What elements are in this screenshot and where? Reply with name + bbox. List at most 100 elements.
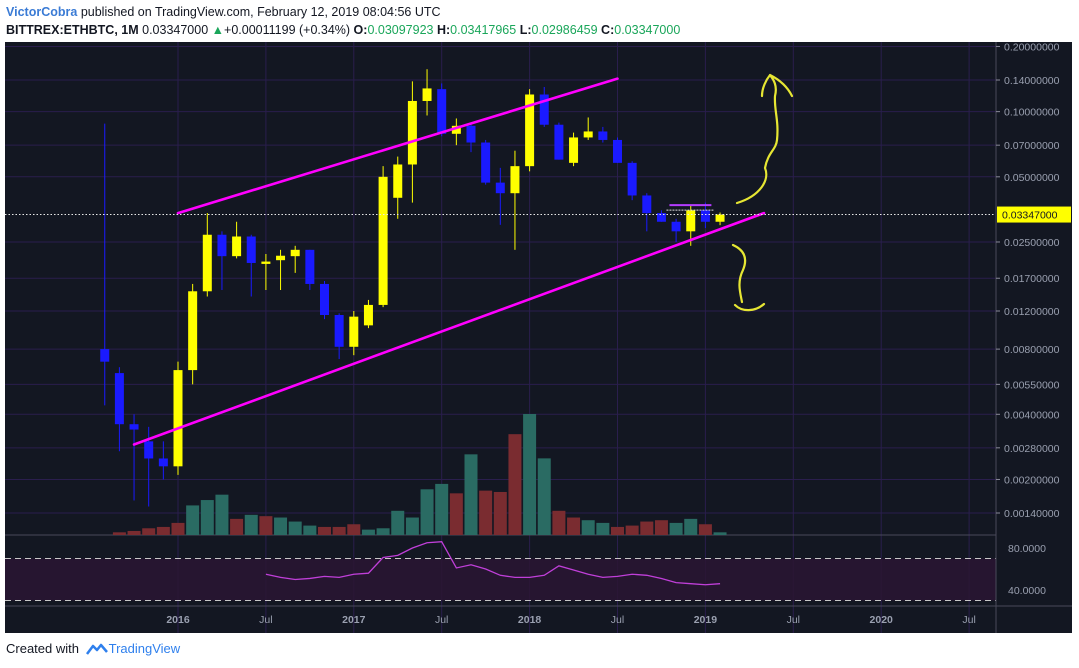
candle-body [173,370,183,467]
candle-body [129,424,139,430]
volume-bar [112,532,126,535]
time-tick-label: Jul [787,614,800,626]
open-label: O: [353,23,368,37]
candle-body [144,441,154,459]
symbol-line: BITTREX:ETHBTC, 1M 0.03347000 ▲+0.000111… [6,23,680,37]
down-arrow-drawing [731,243,766,312]
volume-bar [215,494,229,535]
candle-body [613,139,622,163]
time-tick-label: 2018 [518,614,542,626]
candle-body [627,162,637,196]
candle-body [100,349,110,362]
candle-body [539,94,549,125]
up-arrow-drawing [735,73,794,205]
candle-body [437,89,447,134]
channel-line-upper [176,77,619,215]
volume-bar [142,528,156,535]
candle-body [217,234,227,257]
candle-body [393,164,403,198]
candle-body [715,214,725,222]
volume-bar [156,526,170,535]
price-tick-label: 0.00280000 [1004,443,1060,455]
candle-body [583,131,593,138]
volume-bar [361,529,375,535]
volume-bar [654,520,668,535]
price-tick-label: 0.01200000 [1004,306,1060,318]
candle-body [510,166,520,194]
candle-body [114,373,124,425]
volume-bar [567,517,581,535]
candles [100,69,725,507]
volume-bar [464,454,478,535]
created-with-text: Created with [6,641,79,656]
candle-body [305,249,315,284]
time-tick-label: 2017 [342,614,366,626]
price-change: +0.00011199 (+0.34%) [224,23,351,37]
candle-body [700,210,710,222]
tradingview-link[interactable]: TradingView [108,641,181,656]
price-tick-label: 0.00140000 [1004,508,1060,520]
rsi-line [265,541,721,586]
volume-bar [523,414,537,535]
candle-body [188,291,198,371]
volume-bar [669,522,683,535]
volume-bars [112,414,727,535]
candle-body [525,94,535,167]
price-tick-label: 0.00550000 [1004,379,1060,391]
candle-body [334,314,344,347]
volume-bar [244,514,258,535]
candle-body [466,125,476,143]
time-tick-label: Jul [435,614,448,626]
volume-bar [625,525,639,535]
time-tick-label: Jul [962,614,975,626]
time-tick-label: Jul [259,614,272,626]
candle-body [232,236,242,257]
volume-bar [493,491,507,535]
candle-body [686,210,696,232]
price-tick-label: 0.14000000 [1004,75,1060,87]
last-price-tag-label: 0.03347000 [1002,210,1058,222]
candle-body [598,131,608,140]
volume-bar [318,526,331,535]
price-tick-label: 0.20000000 [1004,41,1060,53]
volume-bar [230,518,244,535]
publish-line: VictorCobra published on TradingView.com… [6,5,441,19]
volume-bar [420,489,434,535]
candle-body [290,249,300,257]
price-tick-label: 0.05000000 [1004,172,1060,184]
volume-bar [479,490,493,535]
candle-body [656,213,666,222]
low-value: 0.02986459 [531,23,598,37]
rsi-tick-label: 40.0000 [1008,585,1046,597]
symbol-label: BITTREX:ETHBTC, 1M [6,23,139,37]
price-axis [996,42,1072,633]
volume-bar [259,516,273,535]
volume-bar [640,521,654,535]
candle-body [569,137,579,163]
candle-body [422,88,432,101]
time-tick-label: 2020 [870,614,894,626]
candle-body [158,458,168,467]
candle-body [276,255,286,261]
volume-bar [274,517,288,535]
rsi-pane [5,541,996,601]
author-link[interactable]: VictorCobra [6,5,78,19]
candle-body [363,304,373,326]
chart-background [5,42,1072,633]
close-label: C: [601,23,615,37]
published-text: published on TradingView.com, February 1… [80,5,441,19]
rsi-band [5,558,996,601]
candle-body [202,234,212,292]
candle-body [349,316,359,347]
high-value: 0.03417965 [450,23,517,37]
volume-bar [171,522,185,535]
candle-body [378,176,388,305]
time-tick-label: Jul [611,614,624,626]
volume-bar [288,521,302,535]
chart-header: VictorCobra published on TradingView.com… [6,4,1076,40]
drawings [5,73,996,446]
candle-body [320,283,329,315]
tradingview-logo-icon [85,643,108,655]
open-value: 0.03097923 [367,23,434,37]
